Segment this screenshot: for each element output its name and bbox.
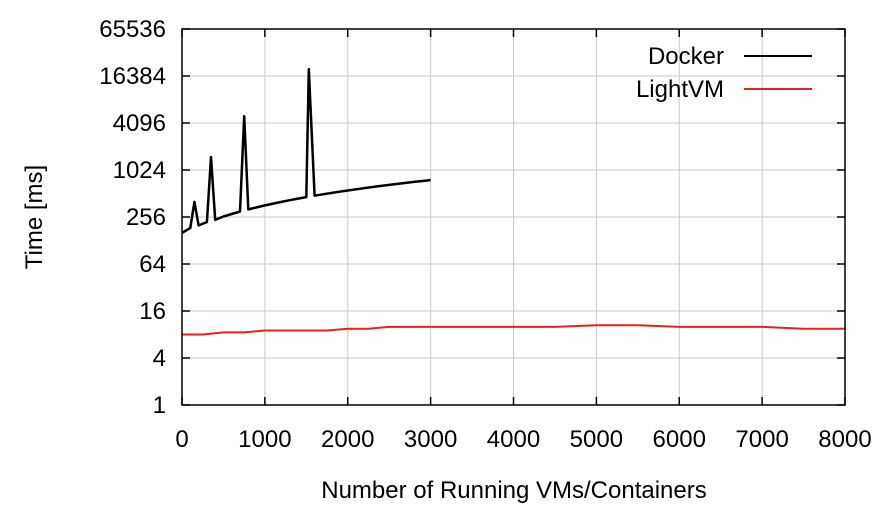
y-tick-label: 1 xyxy=(153,392,166,419)
series-line-docker xyxy=(181,67,431,234)
x-tick-label: 0 xyxy=(175,426,188,453)
x-tick-label: 5000 xyxy=(570,426,623,453)
x-tick-label: 6000 xyxy=(653,426,706,453)
y-tick-label: 256 xyxy=(126,204,166,231)
ticks xyxy=(181,28,846,406)
x-tick-label: 3000 xyxy=(404,426,457,453)
x-axis-label: Number of Running VMs/Containers xyxy=(321,477,707,504)
legend: Docker LightVM xyxy=(636,43,812,103)
y-tick-label: 65536 xyxy=(99,16,166,43)
grid xyxy=(182,29,845,405)
y-tick-label: 64 xyxy=(139,251,166,278)
x-tick-label: 7000 xyxy=(735,426,788,453)
legend-label-docker: Docker xyxy=(648,43,724,70)
series-line-lightvm xyxy=(182,324,845,336)
x-tick-label: 1000 xyxy=(238,426,291,453)
tick-labels: 0 1000 2000 3000 4000 5000 6000 7000 8000 1 4 16 64 2… xyxy=(99,16,871,453)
series-layer xyxy=(181,67,845,336)
x-tick-label: 8000 xyxy=(818,426,871,453)
legend-label-lightvm: LightVM xyxy=(636,76,724,103)
y-tick-label: 16 xyxy=(139,298,166,325)
x-tick-label: 4000 xyxy=(487,426,540,453)
y-tick-label: 4096 xyxy=(113,110,166,137)
y-tick-label: 4 xyxy=(153,345,166,372)
y-tick-label: 1024 xyxy=(113,157,166,184)
y-axis-label: Time [ms] xyxy=(21,165,48,269)
x-tick-label: 2000 xyxy=(321,426,374,453)
y-tick-label: 16384 xyxy=(99,63,166,90)
